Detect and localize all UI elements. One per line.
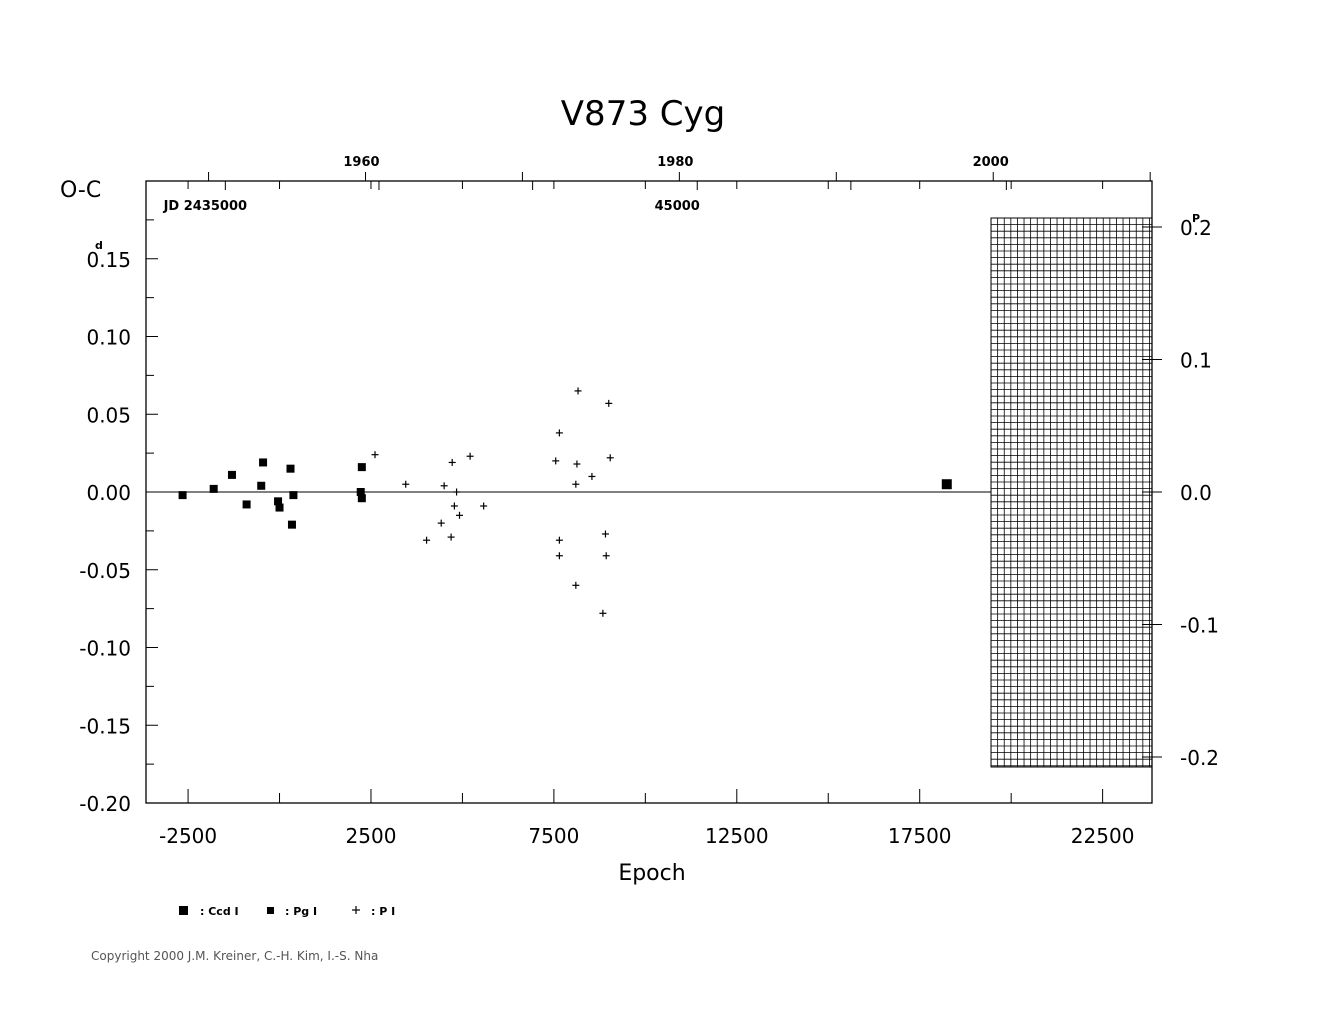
p-point xyxy=(448,458,456,466)
axis-ticks xyxy=(146,172,1162,804)
pg-point xyxy=(242,500,251,509)
p-point xyxy=(572,480,580,488)
p-point xyxy=(599,609,607,617)
p-point xyxy=(453,488,461,496)
shaded-grid-region xyxy=(990,217,1153,768)
x-axis-label: Epoch xyxy=(618,861,685,886)
y-tick-label: 0.05 xyxy=(86,403,131,427)
year-tick-label: 1960 xyxy=(343,155,379,170)
p-point xyxy=(447,533,455,541)
x-tick-label: 17500 xyxy=(888,824,952,848)
legend-label-ccd: : Ccd I xyxy=(200,905,239,918)
legend-label-p: : P I xyxy=(371,905,395,918)
p-point xyxy=(555,429,563,437)
y-axis-label: O-C xyxy=(60,178,101,203)
y-tick-label: -0.10 xyxy=(79,637,131,661)
pg-point xyxy=(356,488,365,496)
p-point xyxy=(371,451,379,459)
legend: : Ccd I : Pg I : P I xyxy=(179,905,395,918)
shaded-region-bg xyxy=(990,217,1153,768)
x-tick-label: 7500 xyxy=(528,824,579,848)
y-tick-label: -0.15 xyxy=(79,714,131,738)
ccd-point xyxy=(941,479,952,490)
y-tick-label: 0.10 xyxy=(86,326,131,350)
p-point xyxy=(466,452,474,460)
pg-point xyxy=(275,503,284,512)
pg-point xyxy=(357,463,366,472)
pg-point xyxy=(286,464,295,473)
p-point xyxy=(423,536,431,544)
y-tick-label: -0.20 xyxy=(79,792,131,816)
right-tick-label: 0.0 xyxy=(1180,481,1212,505)
p-point xyxy=(574,387,582,395)
p-point xyxy=(480,502,488,510)
y-unit-left: d xyxy=(95,239,103,252)
p-point xyxy=(450,502,458,510)
x-tick-label: -2500 xyxy=(159,824,217,848)
legend-marker-ccd xyxy=(179,906,188,915)
p-point xyxy=(552,457,560,465)
right-tick-label: 0.2 xyxy=(1180,216,1212,240)
p-point xyxy=(572,581,580,589)
p-point xyxy=(437,519,445,527)
p-point xyxy=(440,482,448,490)
y-tick-label: -0.05 xyxy=(79,559,131,583)
year-tick-label: 2000 xyxy=(973,155,1009,170)
legend-label-pg: : Pg I xyxy=(285,905,317,918)
year-tick-label: 1980 xyxy=(657,155,693,170)
y-unit-right: P xyxy=(1192,212,1200,225)
pg-point xyxy=(289,491,298,500)
p-point xyxy=(555,552,563,560)
pg-point xyxy=(274,497,283,506)
x-tick-label: 12500 xyxy=(705,824,769,848)
copyright-notice: Copyright 2000 J.M. Kreiner, C.-H. Kim, … xyxy=(91,949,378,963)
y-tick-label: 0.15 xyxy=(86,248,131,272)
p-point xyxy=(555,536,563,544)
p-point xyxy=(601,530,609,538)
p-point xyxy=(456,511,464,519)
p-point xyxy=(602,552,610,560)
p-point xyxy=(606,454,614,462)
pg-point xyxy=(287,520,296,529)
pg-point xyxy=(357,494,366,503)
pg-point xyxy=(209,484,218,493)
x-tick-label: 22500 xyxy=(1071,824,1135,848)
p-point xyxy=(588,472,596,480)
x-tick-label: 2500 xyxy=(346,824,397,848)
legend-marker-pg xyxy=(267,907,274,914)
p-point xyxy=(402,480,410,488)
right-tick-label: 0.1 xyxy=(1180,349,1212,373)
right-tick-label: -0.2 xyxy=(1180,746,1219,770)
y-tick-label: 0.00 xyxy=(86,481,131,505)
p-point xyxy=(605,399,613,407)
data-points xyxy=(178,387,952,617)
pg-point xyxy=(259,458,268,467)
jd-label: JD 2435000 xyxy=(163,199,247,214)
pg-point xyxy=(257,481,266,490)
right-tick-label: -0.1 xyxy=(1180,614,1219,638)
pg-point xyxy=(227,470,236,479)
p-point xyxy=(573,460,581,468)
jd-label: 45000 xyxy=(655,199,700,214)
pg-point xyxy=(178,491,187,500)
legend-marker-p xyxy=(352,906,360,914)
chart-title: V873 Cyg xyxy=(561,94,725,134)
axis-tick-labels: -2500 2500 7500 12500 17500 22500 1960 1980 2000… xyxy=(79,155,1219,848)
